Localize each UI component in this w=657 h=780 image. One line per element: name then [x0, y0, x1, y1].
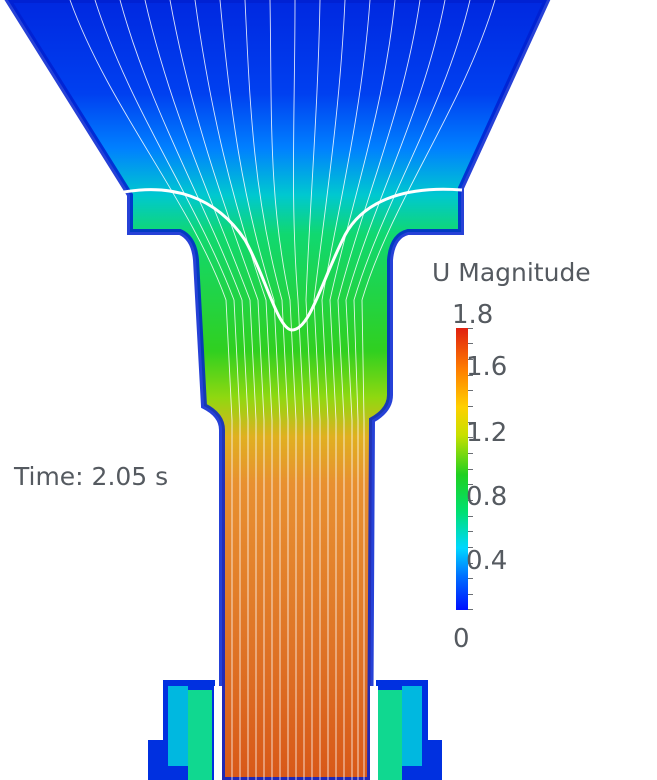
- time-label: Time: 2.05 s: [14, 462, 169, 491]
- legend-title: U Magnitude: [432, 258, 591, 287]
- legend-min-label: 0: [453, 624, 470, 654]
- legend-tick-label: 1.2: [466, 418, 508, 448]
- legend-max-label: 1.8: [452, 300, 494, 330]
- velocity-profile-curve: [123, 187, 463, 332]
- wall-boundary-layer: [4, 0, 551, 780]
- streamlines: [69, 0, 496, 780]
- pipe-wall-lines: [218, 690, 374, 780]
- legend-tick-label: 1.6: [466, 352, 508, 382]
- side-regions: [148, 680, 442, 780]
- colorbar: [456, 328, 468, 610]
- legend-tick-label: 0.8: [466, 482, 508, 512]
- flow-domain: [8, 0, 547, 780]
- legend-tick-label: 0.4: [466, 546, 508, 576]
